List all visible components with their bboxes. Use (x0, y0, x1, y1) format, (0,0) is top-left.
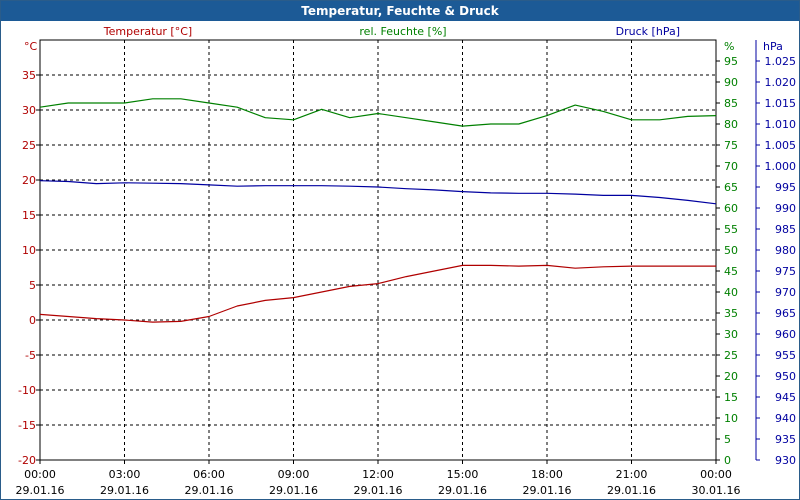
humidity-line (39, 98, 717, 127)
tick-label-left: 30 (22, 104, 36, 117)
tick-label-left: 25 (22, 139, 36, 152)
axis-label-right2: Druck [hPa] (616, 25, 680, 38)
tick-label-x-date: 29.01.16 (354, 484, 403, 497)
tick-label-right1: 70 (724, 160, 738, 173)
tick-label-right2: 950 (775, 370, 796, 383)
tick-label-left: 20 (22, 174, 36, 187)
tick-label-right1: 90 (724, 76, 738, 89)
tick-label-x-date: 30.01.16 (692, 484, 741, 497)
tick-label-right2: 980 (775, 244, 796, 257)
tick-label-right2: 1.025 (765, 55, 797, 68)
tick-label-x-time: 00:00 (24, 468, 56, 481)
tick-label-right1: 10 (724, 412, 738, 425)
tick-label-left: -15 (18, 419, 36, 432)
unit-label-right1: % (724, 40, 734, 53)
tick-label-left: 0 (29, 314, 36, 327)
tick-label-right2: 945 (775, 391, 796, 404)
tick-label-x-time: 00:00 (700, 468, 732, 481)
tick-label-x-date: 29.01.16 (185, 484, 234, 497)
tick-label-left: -5 (25, 349, 36, 362)
pressure-line (39, 180, 717, 205)
tick-label-right1: 55 (724, 223, 738, 236)
tick-label-x-date: 29.01.16 (16, 484, 65, 497)
tick-label-right2: 1.015 (765, 97, 797, 110)
tick-label-right1: 80 (724, 118, 738, 131)
tick-label-right1: 50 (724, 244, 738, 257)
tick-label-x-time: 15:00 (447, 468, 479, 481)
axes-layer (36, 39, 760, 464)
tick-label-x-date: 29.01.16 (438, 484, 487, 497)
tick-label-right2: 975 (775, 265, 796, 278)
tick-label-right1: 60 (724, 202, 738, 215)
tick-label-right1: 65 (724, 181, 738, 194)
axis-label-left: Temperatur [°C] (103, 25, 192, 38)
tick-label-right1: 30 (724, 328, 738, 341)
tick-label-x-time: 12:00 (362, 468, 394, 481)
tick-label-right2: 930 (775, 454, 796, 467)
tick-label-right1: 15 (724, 391, 738, 404)
series-layer (39, 98, 717, 323)
tick-label-right2: 995 (775, 181, 796, 194)
tick-labels-layer: -20 -15 -10 -5 0 5 10 15 20 25 30 35 0 5 10 15 20 25 30 35 4… (16, 55, 796, 497)
tick-label-left: 35 (22, 69, 36, 82)
tick-label-right2: 1.005 (765, 139, 797, 152)
tick-label-right2: 985 (775, 223, 796, 236)
tick-label-x-time: 06:00 (193, 468, 225, 481)
tick-label-left: 10 (22, 244, 36, 257)
chart-title: Temperatur, Feuchte & Druck (1, 1, 799, 21)
tick-label-left: -10 (18, 384, 36, 397)
tick-label-left: 5 (29, 279, 36, 292)
tick-label-right2: 965 (775, 307, 796, 320)
tick-label-x-date: 29.01.16 (100, 484, 149, 497)
tick-label-right2: 960 (775, 328, 796, 341)
tick-label-right1: 40 (724, 286, 738, 299)
tick-label-x-date: 29.01.16 (607, 484, 656, 497)
tick-label-right1: 45 (724, 265, 738, 278)
tick-label-x-time: 09:00 (278, 468, 310, 481)
tick-label-right2: 1.010 (765, 118, 797, 131)
tick-label-right1: 85 (724, 97, 738, 110)
unit-label-left: °C (24, 40, 38, 53)
tick-label-left: 15 (22, 209, 36, 222)
tick-label-right1: 75 (724, 139, 738, 152)
tick-label-right1: 20 (724, 370, 738, 383)
axis-label-right1: rel. Feuchte [%] (359, 25, 446, 38)
tick-label-x-time: 03:00 (109, 468, 141, 481)
tick-label-x-time: 21:00 (616, 468, 648, 481)
temperature-line (39, 264, 716, 323)
tick-label-right1: 25 (724, 349, 738, 362)
tick-label-left: -20 (18, 454, 36, 467)
tick-label-right2: 990 (775, 202, 796, 215)
tick-label-x-date: 29.01.16 (523, 484, 572, 497)
grid-layer (40, 40, 716, 460)
tick-label-right1: 5 (724, 433, 731, 446)
tick-label-right1: 95 (724, 55, 738, 68)
tick-label-x-time: 18:00 (531, 468, 563, 481)
tick-label-right2: 1.000 (765, 160, 797, 173)
tick-label-right2: 1.020 (765, 76, 797, 89)
tick-label-right1: 35 (724, 307, 738, 320)
tick-label-right2: 955 (775, 349, 796, 362)
tick-label-right2: 935 (775, 433, 796, 446)
tick-label-right1: 0 (724, 454, 731, 467)
tick-label-x-date: 29.01.16 (269, 484, 318, 497)
unit-label-right2: hPa (763, 40, 783, 53)
tick-label-right2: 970 (775, 286, 796, 299)
tick-label-right2: 940 (775, 412, 796, 425)
